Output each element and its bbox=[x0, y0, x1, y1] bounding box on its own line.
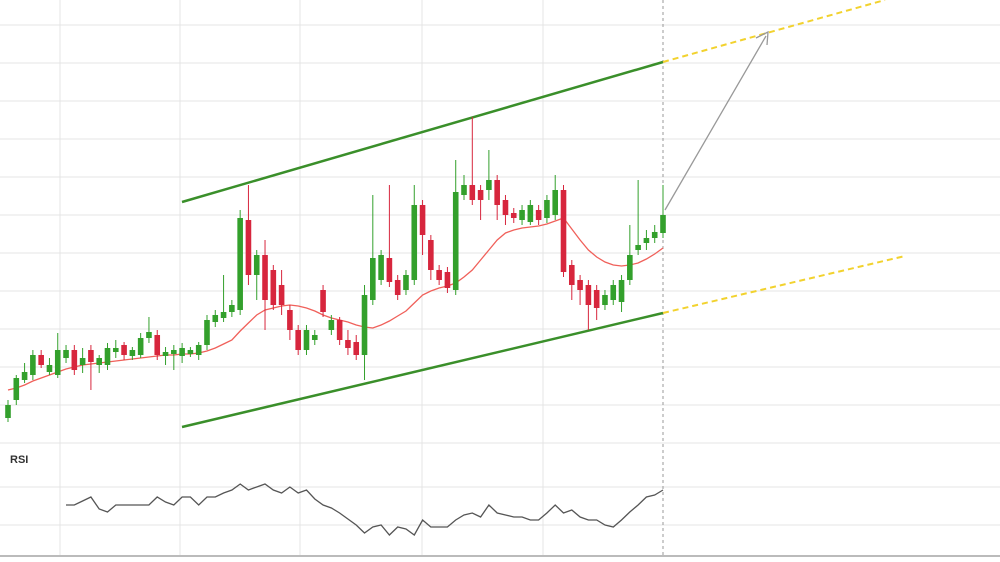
candle-body bbox=[187, 350, 194, 354]
candle-body bbox=[30, 355, 36, 375]
candle-body bbox=[544, 200, 550, 218]
candle-body bbox=[96, 358, 103, 365]
candle-body bbox=[510, 213, 517, 218]
candle-body bbox=[129, 350, 136, 356]
candle-body bbox=[146, 332, 152, 338]
candle-body bbox=[295, 330, 301, 350]
candle-body bbox=[112, 348, 119, 352]
candle-body bbox=[63, 350, 69, 358]
candle-body bbox=[320, 290, 326, 312]
candle-body bbox=[5, 405, 11, 418]
candle-body bbox=[88, 350, 94, 362]
candle-body bbox=[328, 320, 335, 330]
rsi-label: RSI bbox=[10, 454, 28, 466]
candle-body bbox=[262, 255, 268, 300]
candle-body bbox=[593, 290, 600, 308]
candle-body bbox=[585, 285, 592, 305]
candle-body bbox=[452, 192, 459, 290]
candle-body bbox=[204, 320, 210, 345]
candle-body bbox=[577, 280, 583, 290]
candle-body bbox=[270, 270, 277, 305]
candle-body bbox=[229, 305, 235, 312]
candle-body bbox=[245, 220, 252, 275]
candle-body bbox=[237, 218, 243, 310]
candle-body bbox=[378, 255, 384, 280]
candle-body bbox=[627, 255, 633, 280]
candle-body bbox=[477, 190, 484, 200]
moving-average bbox=[7, 217, 664, 391]
candle-body bbox=[486, 180, 492, 190]
candle-body bbox=[436, 270, 442, 280]
candle-body bbox=[278, 285, 285, 305]
candle-body bbox=[535, 210, 542, 220]
candle-body bbox=[370, 258, 376, 300]
candle-body bbox=[71, 350, 78, 370]
candle-body bbox=[394, 280, 401, 295]
candle-body bbox=[121, 345, 127, 355]
candle-body bbox=[527, 205, 534, 222]
candle-body bbox=[253, 255, 260, 275]
candle-body bbox=[311, 335, 318, 340]
candle-body bbox=[411, 205, 418, 280]
candle-body bbox=[568, 265, 575, 285]
candle-body bbox=[461, 185, 467, 195]
candle-body bbox=[428, 240, 434, 270]
candle-body bbox=[345, 340, 351, 348]
candle-body bbox=[54, 350, 61, 375]
candle-body bbox=[137, 338, 144, 355]
candle-body bbox=[171, 350, 177, 354]
candle-body bbox=[635, 245, 641, 250]
candle-body bbox=[154, 335, 161, 355]
candle-body bbox=[469, 185, 476, 200]
candle-body bbox=[419, 205, 426, 235]
drawings bbox=[181, 0, 906, 429]
candle-body bbox=[46, 365, 53, 372]
candle-body bbox=[179, 348, 185, 356]
candle-body bbox=[104, 348, 111, 365]
candle-body bbox=[195, 345, 202, 355]
candle-body bbox=[651, 232, 658, 238]
candle-body bbox=[519, 210, 525, 220]
candle-body bbox=[303, 330, 310, 350]
candle-body bbox=[220, 312, 227, 318]
candle-body bbox=[552, 190, 559, 215]
candle-body bbox=[502, 200, 509, 215]
candle-body bbox=[610, 285, 617, 300]
candle-body bbox=[212, 315, 219, 322]
candle-body bbox=[643, 238, 650, 243]
candle-body bbox=[353, 342, 360, 355]
candle-body bbox=[602, 295, 608, 305]
candle-body bbox=[287, 310, 293, 330]
candle-body bbox=[494, 180, 500, 205]
candle-body bbox=[38, 355, 44, 365]
candle-body bbox=[386, 258, 393, 282]
candle-body bbox=[162, 352, 169, 356]
candle-body bbox=[13, 378, 20, 400]
candle-body bbox=[618, 280, 625, 302]
candle-body bbox=[660, 215, 666, 233]
candle-body bbox=[444, 272, 451, 288]
candle-body bbox=[79, 358, 86, 365]
candle-body bbox=[361, 295, 368, 355]
candle-body bbox=[21, 372, 28, 380]
candle-body bbox=[403, 275, 409, 290]
candle-body bbox=[336, 320, 343, 340]
rsi-line bbox=[66, 483, 664, 536]
candle-body bbox=[560, 190, 567, 272]
